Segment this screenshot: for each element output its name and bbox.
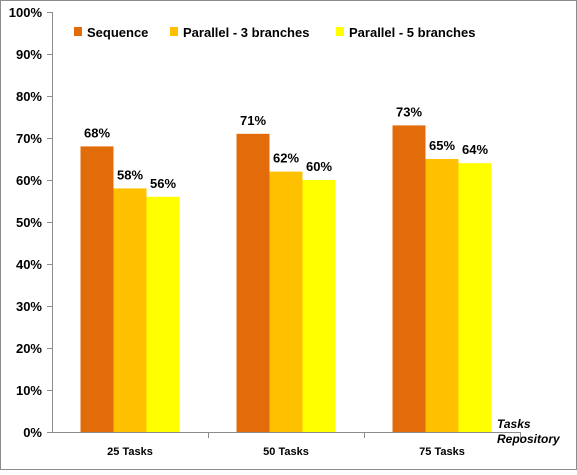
bar xyxy=(425,159,459,432)
bar xyxy=(392,125,426,433)
legend-swatch xyxy=(74,27,82,36)
x-axis-categories: 25 Tasks 50 Tasks 75 Tasks xyxy=(107,432,521,458)
y-tick-label: 100% xyxy=(9,5,43,20)
y-tick-label: 20% xyxy=(16,341,42,356)
legend-entry-label: Parallel - 5 branches xyxy=(349,25,475,40)
bar-value-label: 56% xyxy=(150,176,176,191)
bar-value-label: 58% xyxy=(117,167,143,182)
bar-value-label: 65% xyxy=(429,138,455,153)
legend-entry-label: Sequence xyxy=(87,25,148,40)
y-tick-label: 0% xyxy=(23,425,42,440)
legend-entry-label: Parallel - 3 branches xyxy=(183,25,309,40)
y-tick-label: 70% xyxy=(16,131,42,146)
bar xyxy=(302,180,336,432)
bar-value-label: 68% xyxy=(84,125,110,140)
y-tick-label: 60% xyxy=(16,173,42,188)
y-tick-label: 80% xyxy=(16,89,42,104)
x-category-label: 75 Tasks xyxy=(419,446,465,458)
bar-value-label: 60% xyxy=(306,159,332,174)
y-axis-ticks: 0% 10% 20% 30% 40% 50% 60% 70% 80% 90% 100% xyxy=(9,5,52,440)
bar-value-label: 64% xyxy=(462,142,488,157)
legend-swatch xyxy=(336,27,344,36)
x-axis-title-line1: Tasks xyxy=(497,417,531,431)
x-axis-title-line2: Repository xyxy=(497,432,561,446)
bar-value-label: 62% xyxy=(273,151,299,166)
data-labels: 68% 58% 56% 71% 62% 60% 73% 65% 64% xyxy=(84,104,488,190)
y-tick-label: 90% xyxy=(16,47,42,62)
y-tick-label: 30% xyxy=(16,299,42,314)
bar xyxy=(269,171,303,432)
y-tick-label: 50% xyxy=(16,215,42,230)
y-tick-label: 10% xyxy=(16,383,42,398)
bar xyxy=(236,133,270,433)
x-category-label: 50 Tasks xyxy=(263,446,309,458)
bar-value-label: 73% xyxy=(396,104,422,119)
x-category-label: 25 Tasks xyxy=(107,446,153,458)
bar xyxy=(80,146,114,432)
bars xyxy=(80,125,492,433)
bar xyxy=(458,163,492,432)
bar xyxy=(113,188,147,432)
bar xyxy=(146,196,180,432)
bar-value-label: 71% xyxy=(240,113,266,128)
legend-swatch xyxy=(170,27,178,36)
legend: Sequence Parallel - 3 branches Parallel - … xyxy=(74,25,475,40)
y-tick-label: 40% xyxy=(16,257,42,272)
